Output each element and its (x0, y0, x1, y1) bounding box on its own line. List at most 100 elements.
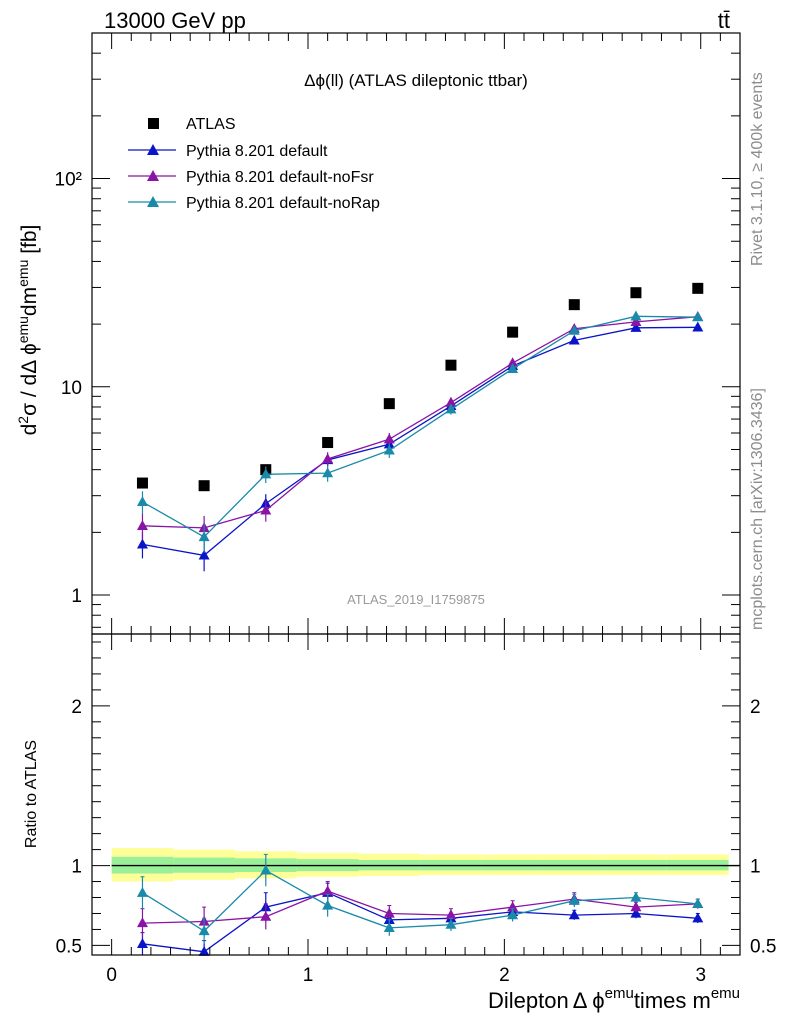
main-ytick-label: 10² (55, 170, 82, 191)
ratio-line-noRap (142, 869, 698, 932)
main-ylabel: d2σ / dΔ ϕemudmemu [fb] (15, 225, 41, 436)
ratio-point-noFsr (383, 907, 395, 918)
main-point-data (136, 477, 148, 489)
main-point-default (568, 334, 580, 345)
main-point-default (692, 321, 704, 332)
legend-label-default: Pythia 8.201 default (186, 143, 328, 160)
main-point-data (507, 326, 519, 338)
legend-label-atlas: ATLAS (186, 116, 236, 133)
main-point-noRap (260, 468, 272, 479)
ratio-xlabel: Dilepton Δ ϕemutimes memu (488, 985, 740, 1013)
main-point-noFsr (136, 520, 148, 530)
main-point-data (322, 437, 334, 449)
main-point-data (383, 398, 395, 410)
main-point-noRap (136, 496, 148, 507)
ratio-point-default (692, 912, 704, 923)
ratio-line-default (142, 892, 698, 953)
ratio-ytick-label-left: 1 (71, 857, 82, 878)
ratio-xtick-label: 1 (303, 965, 314, 986)
generator-label: Rivet 3.1.10, ≥ 400k events (749, 72, 766, 266)
main-point-noRap (630, 310, 642, 321)
main-point-noRap (322, 467, 334, 478)
legend-marker-norap (147, 196, 159, 207)
ratio-point-noRap (507, 909, 519, 920)
main-ytick-label: 1 (71, 586, 82, 607)
legend-item-norap: Pythia 8.201 default-noRap (128, 195, 380, 212)
legend-marker-nofsr (147, 170, 159, 181)
main-point-default (198, 549, 210, 560)
ratio-xtick-label: 3 (695, 965, 706, 986)
ratio-point-noRap (568, 894, 580, 905)
legend-item-atlas: ATLAS (148, 116, 236, 133)
legend-label-norap: Pythia 8.201 default-noRap (186, 195, 380, 212)
ratio-point-noRap (322, 899, 334, 910)
legend-marker-atlas (148, 118, 159, 129)
ratio-point-noFsr (630, 901, 642, 912)
main-point-data (198, 480, 210, 492)
ratio-frame (91, 633, 741, 956)
ratio-marks (111, 848, 740, 956)
main-point-noRap (568, 324, 580, 335)
ratio-point-default (136, 938, 148, 948)
main-point-noRap (198, 531, 210, 542)
ratio-point-noRap (445, 918, 457, 929)
process-label: tt̄ (718, 8, 730, 33)
legend: ATLAS Pythia 8.201 default Pythia 8.201 … (128, 116, 380, 212)
main-point-default (630, 322, 642, 332)
main-point-noFsr (630, 316, 642, 327)
main-axes: 1 10 10² (55, 32, 741, 634)
main-title: Δϕ(ll) (ATLAS dileptonic ttbar) (304, 71, 528, 90)
main-point-noFsr (445, 396, 457, 407)
site-label: mcplots.cern.ch [arXiv:1306.3436] (749, 388, 766, 630)
ratio-point-noFsr (507, 901, 519, 912)
main-point-data (445, 359, 457, 371)
ratio-panel: 0.5 0.5 1 1 2 2 0 1 2 3 Ratio to ATLAS Dilepton Δ … (23, 633, 776, 1013)
ratio-point-noRap (692, 898, 704, 909)
main-point-noRap (383, 444, 395, 455)
ratio-xtick-label: 0 (106, 965, 117, 986)
ratio-point-noRap (136, 886, 148, 897)
main-point-data (568, 299, 580, 311)
ratio-point-noRap (630, 891, 642, 902)
main-point-noRap (507, 363, 519, 373)
ratio-point-noRap (198, 925, 210, 936)
energy-label: 13000 GeV pp (104, 8, 246, 33)
main-panel: 1 10 10² Δϕ(ll) (ATLAS dileptonic ttbar) A… (15, 32, 741, 635)
ratio-ytick-label-right: 2 (750, 697, 761, 718)
main-point-noFsr (383, 433, 395, 444)
ratio-point-noFsr (136, 917, 148, 928)
main-marks (136, 282, 704, 572)
analysis-label: ATLAS_2019_I1759875 (347, 592, 485, 607)
main-line-noRap (142, 315, 698, 538)
ratio-ytick-label-left: 0.5 (56, 936, 82, 957)
ratio-point-noFsr (445, 909, 457, 920)
legend-label-nofsr: Pythia 8.201 default-noFsr (186, 169, 374, 186)
main-line-default (142, 326, 698, 557)
main-point-noFsr (260, 504, 272, 515)
ratio-point-noFsr (322, 885, 334, 896)
ratio-point-default (568, 909, 580, 920)
main-line-noFsr (142, 316, 698, 529)
main-point-noFsr (507, 357, 519, 368)
ratio-ylabel: Ratio to ATLAS (23, 740, 40, 848)
main-point-data (630, 287, 642, 299)
ratio-point-default (630, 907, 642, 918)
legend-marker-default (147, 144, 159, 155)
legend-item-default: Pythia 8.201 default (128, 143, 328, 160)
ratio-line-noFsr (142, 890, 698, 924)
ratio-xtick-label: 2 (499, 965, 510, 986)
main-point-noRap (692, 311, 704, 322)
main-point-data (692, 282, 704, 294)
ratio-point-noFsr (260, 910, 272, 921)
ratio-ytick-label-right: 1 (750, 857, 761, 878)
ratio-axes: 0.5 0.5 1 1 2 2 0 1 2 3 (56, 634, 776, 986)
ratio-point-default (198, 946, 210, 956)
ratio-point-noRap (383, 922, 395, 932)
ratio-ytick-label-right: 0.5 (750, 936, 776, 957)
ratio-point-noRap (260, 864, 272, 875)
main-ytick-label: 10 (61, 378, 82, 399)
legend-item-nofsr: Pythia 8.201 default-noFsr (128, 169, 374, 186)
main-point-noFsr (322, 453, 334, 464)
main-point-default (136, 538, 148, 549)
